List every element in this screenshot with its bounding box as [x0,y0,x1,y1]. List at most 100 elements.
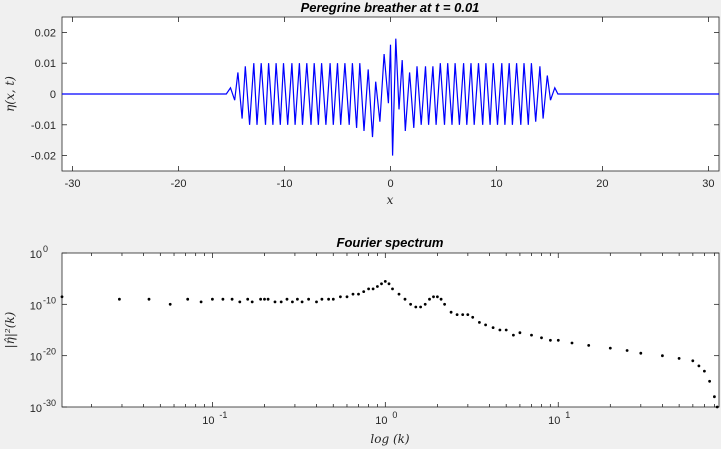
spectrum-point [307,297,310,301]
spectrum-x-tick-label: 10 [202,415,214,427]
spectrum-point [246,297,250,301]
spectrum-point [428,297,431,301]
spectrum-point [387,282,391,286]
waveform-y-tick-label: -0.01 [31,120,56,132]
spectrum-point [285,297,289,301]
spectrum-point [118,297,121,301]
waveform-x-tick-label: -30 [65,178,81,190]
spectrum-point [211,297,214,301]
spectrum-point [498,328,502,332]
spectrum-point [439,297,443,301]
spectrum-point [320,297,324,301]
spectrum-y-tick-exponent: 0 [43,244,48,254]
spectrum-plot-area [61,252,720,408]
spectrum-point [238,300,242,304]
waveform-x-tick-label: -20 [171,178,187,190]
spectrum-y-tick-label: 10 [30,352,42,364]
spectrum-x-tick-exponent: -1 [219,410,227,420]
spectrum-point [570,341,574,345]
spectrum-point [455,313,459,316]
spectrum-point [331,297,335,301]
spectrum-point [296,297,299,301]
spectrum-point [461,313,465,316]
spectrum-x-tick-label: 10 [548,415,560,427]
waveform-chart: Peregrine breather at t = 0.01 -30 -20 -10… [3,0,720,207]
spectrum-point [530,333,533,337]
spectrum-point [661,354,664,358]
spectrum-point [703,369,706,373]
spectrum-point [371,287,375,291]
spectrum-point [315,300,318,304]
spectrum-point [414,305,418,309]
waveform-y-tick-label: 0 [50,89,56,101]
waveform-y-tick-label: 0.01 [35,58,56,70]
spectrum-point [362,290,366,293]
spectrum-point [713,395,716,399]
spectrum-y-tick-exponent: -30 [43,398,56,408]
spectrum-point [60,295,64,299]
spectrum-y-tick-label: 10 [30,403,42,415]
spectrum-chart-title: Fourier spectrum [337,235,444,250]
spectrum-point [466,313,470,316]
spectrum-point [484,323,487,327]
spectrum-x-tick-exponent: 0 [392,410,397,420]
spectrum-point [351,292,355,296]
spectrum-point [259,297,262,301]
spectrum-point [549,338,552,342]
spectrum-point [186,297,190,301]
spectrum-point [556,338,560,342]
spectrum-point [715,405,719,409]
spectrum-point [367,287,370,291]
spectrum-y-tick-label: 10 [30,300,42,312]
spectrum-points [60,280,719,409]
spectrum-point [357,292,360,296]
waveform-y-axis: 0.02 0.01 0 -0.01 -0.02 [31,27,719,163]
spectrum-point [339,295,342,299]
spectrum-point [266,297,270,301]
waveform-x-tick-label: 0 [387,178,393,190]
spectrum-point [512,333,515,337]
waveform-y-label: η(x, t) [3,76,17,112]
spectrum-point [147,297,151,301]
spectrum-y-tick-exponent: -10 [43,295,56,305]
spectrum-point [250,300,254,304]
spectrum-point [697,364,701,368]
spectrum-point [230,297,234,301]
spectrum-x-label: log (k) [370,432,410,446]
spectrum-point [391,287,394,291]
waveform-y-tick-label: 0.02 [35,27,56,39]
spectrum-point [436,295,439,299]
spectrum-point [432,295,435,299]
spectrum-x-tick-exponent: 1 [565,410,570,420]
waveform-x-label: x [387,193,394,207]
spectrum-point [491,326,495,329]
spectrum-point [608,346,612,350]
waveform-x-axis: -30 -20 -10 0 10 20 30 [65,17,715,190]
spectrum-point [449,310,453,314]
spectrum-point [300,300,304,304]
spectrum-point [409,302,412,306]
spectrum-point [677,357,681,360]
spectrum-y-label: |η̂|²(k) [3,311,17,348]
spectrum-point [199,300,203,304]
spectrum-point [376,285,379,288]
spectrum-point [168,302,172,306]
spectrum-point [403,297,407,301]
waveform-y-tick-label: -0.02 [31,151,56,163]
spectrum-point [423,302,427,306]
spectrum-x-tick-label: 10 [375,415,387,427]
spectrum-point [639,351,643,355]
waveform-x-tick-label: 30 [702,178,714,190]
spectrum-point [708,379,711,383]
spectrum-point [691,359,695,363]
waveform-x-tick-label: 20 [596,178,608,190]
spectrum-x-axis: 10 -1 10 0 10 1 [91,253,715,427]
spectrum-point [383,280,387,283]
spectrum-point [518,331,522,335]
spectrum-point [478,321,481,324]
spectrum-point [587,344,591,347]
spectrum-point [504,328,508,332]
waveform-x-tick-label: 10 [490,178,502,190]
